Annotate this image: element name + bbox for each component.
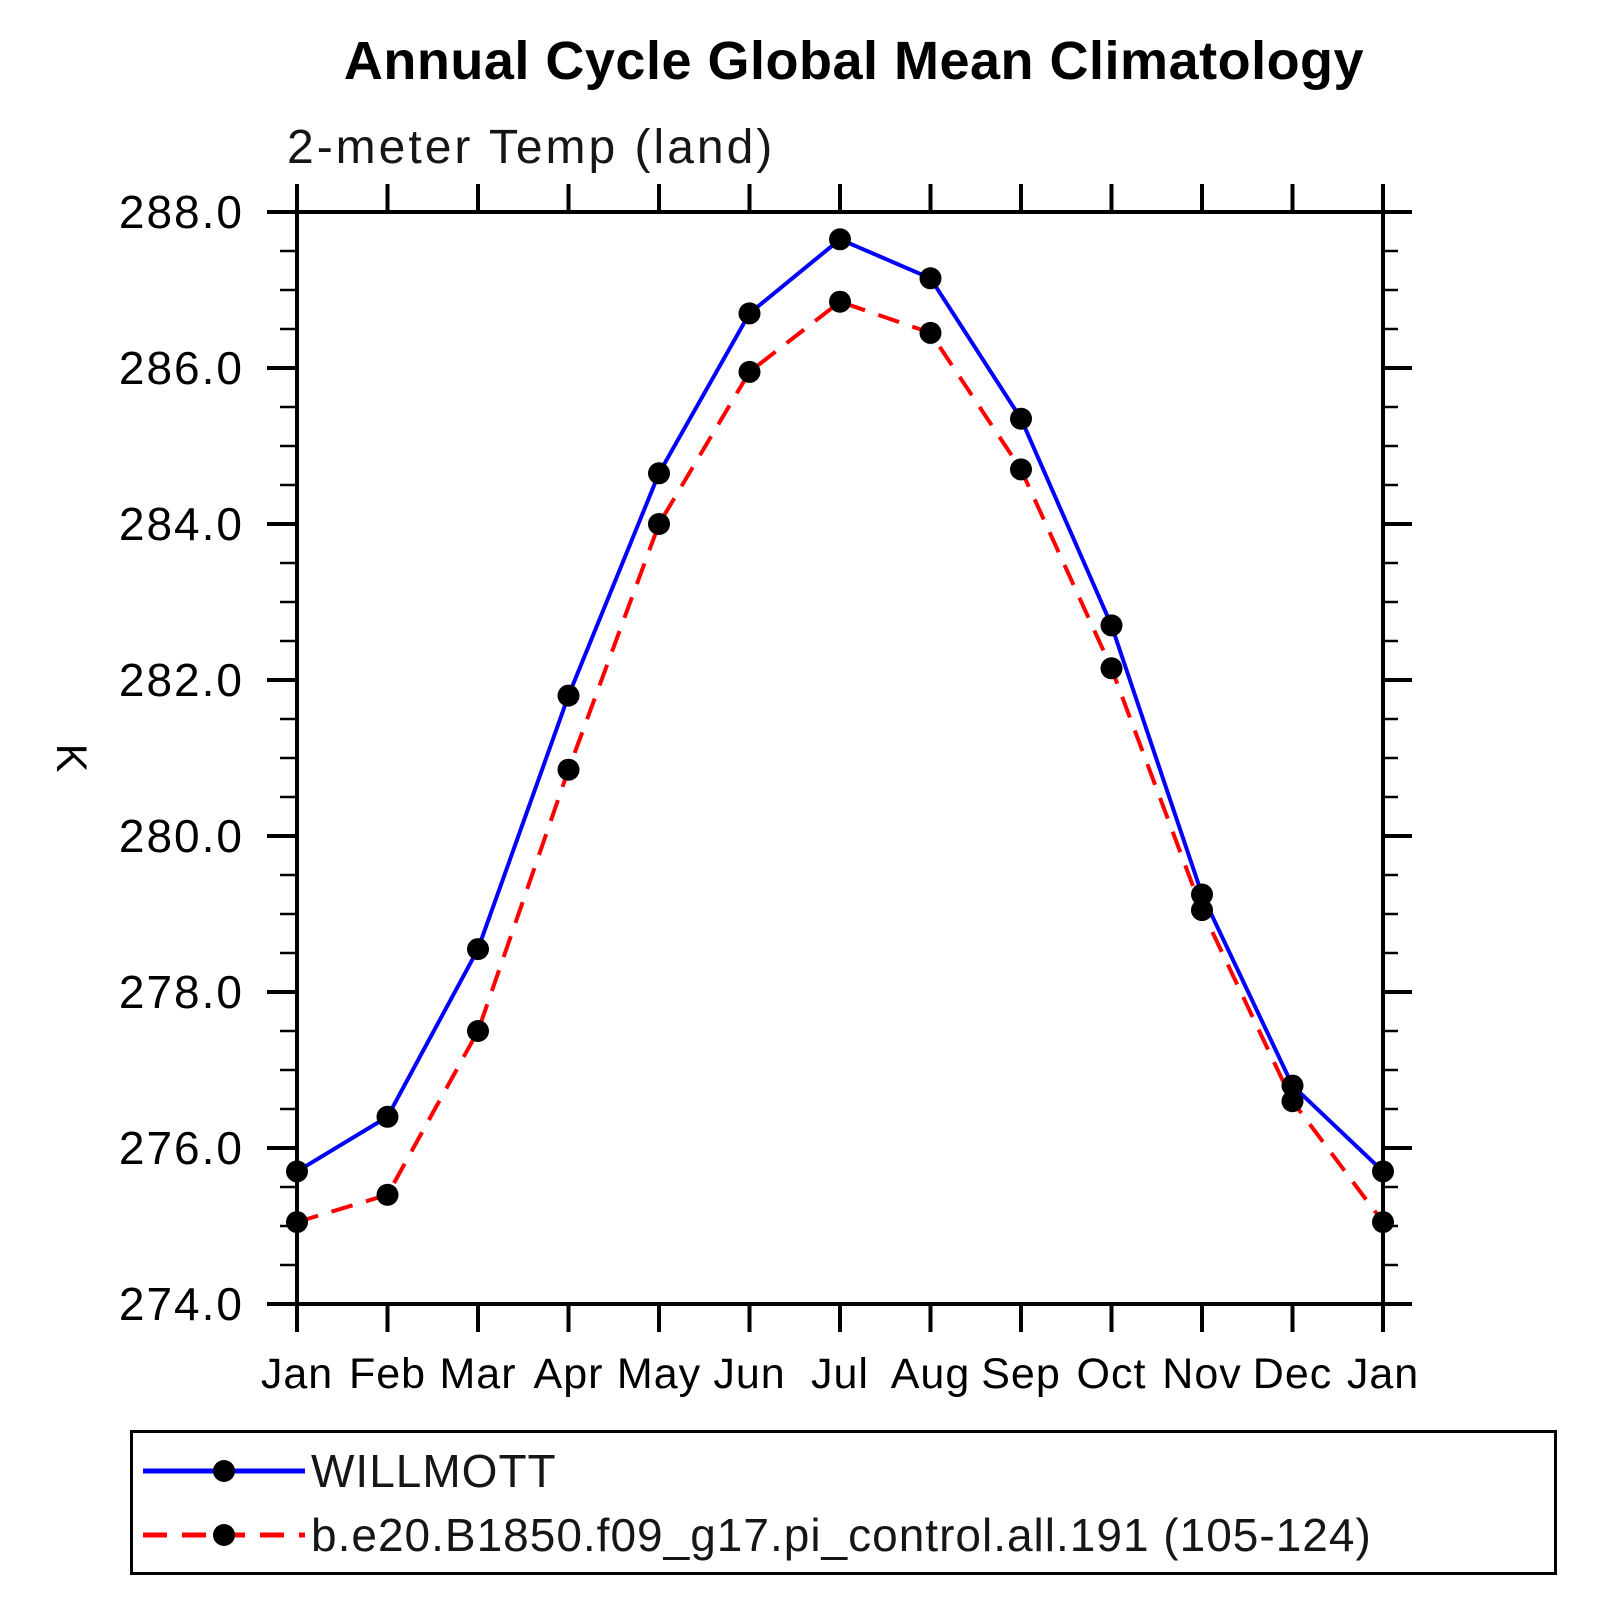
data-point-marker <box>738 302 761 325</box>
series-line-0 <box>295 237 1385 1174</box>
y-tick-label: 282.0 <box>119 654 244 706</box>
y-tick-label: 288.0 <box>119 186 244 238</box>
y-tick-label: 274.0 <box>119 1278 244 1330</box>
legend-line-sample <box>143 1460 305 1482</box>
data-point-marker <box>557 684 580 707</box>
x-tick-label: Dec <box>1253 1350 1332 1398</box>
data-point-marker <box>1010 458 1032 481</box>
x-tick-label: Jul <box>811 1350 869 1398</box>
data-point-marker <box>1100 614 1123 637</box>
plot-frame <box>295 210 1385 1306</box>
data-point-marker <box>648 513 670 535</box>
data-point-marker <box>1281 1074 1304 1097</box>
x-tick-label: Apr <box>534 1350 604 1398</box>
legend-item-1: b.e20.B1850.f09_g17.pi_control.all.191 (… <box>139 1509 1372 1561</box>
x-tick-label: Oct <box>1077 1350 1147 1398</box>
data-point-marker <box>376 1183 399 1206</box>
data-point-marker <box>738 360 761 383</box>
data-point-marker <box>1100 657 1123 680</box>
x-tick-label: Feb <box>349 1350 426 1398</box>
data-point-marker <box>286 1160 308 1183</box>
legend-box: WILLMOTT b.e20.B1850.f09_g17.pi_control.a… <box>130 1430 1557 1575</box>
x-tick-label: May <box>617 1350 701 1398</box>
y-tick-label: 280.0 <box>119 810 244 862</box>
y-tick-label: 284.0 <box>119 498 244 550</box>
data-point-marker <box>1010 407 1032 430</box>
legend-line-sample <box>143 1524 305 1546</box>
x-tick-label: Nov <box>1162 1350 1241 1398</box>
x-tick-label: Jan <box>1347 1350 1419 1398</box>
y-tick-label: 278.0 <box>119 966 244 1018</box>
data-point-marker <box>286 1211 308 1234</box>
data-point-marker <box>919 267 942 290</box>
data-point-marker <box>467 1020 489 1042</box>
x-tick-label: Aug <box>891 1350 971 1398</box>
legend-label-0: WILLMOTT <box>311 1445 557 1497</box>
data-point-marker <box>467 938 489 961</box>
legend-label-1: b.e20.B1850.f09_g17.pi_control.all.191 (… <box>311 1509 1372 1561</box>
data-point-marker <box>1372 1160 1394 1183</box>
legend-marker-icon <box>213 1460 235 1482</box>
series-line-1 <box>296 299 1385 1225</box>
x-tick-label: Jan <box>261 1350 333 1398</box>
data-point-marker <box>829 290 851 313</box>
x-tick-label: Jun <box>713 1350 785 1398</box>
y-axis-label: K <box>47 744 95 773</box>
data-point-marker <box>1281 1090 1304 1113</box>
data-point-marker <box>829 228 851 251</box>
x-tick-label: Sep <box>981 1350 1061 1398</box>
x-tick-label: Mar <box>439 1350 516 1398</box>
data-point-marker <box>1191 883 1213 906</box>
data-point-marker <box>557 758 580 781</box>
data-point-marker <box>1191 899 1213 922</box>
data-point-marker <box>1372 1211 1394 1234</box>
y-tick-label: 276.0 <box>119 1122 244 1174</box>
chart-subtitle: 2-meter Temp (land) <box>287 121 776 174</box>
y-tick-label: 286.0 <box>119 342 244 394</box>
legend-marker-icon <box>213 1524 235 1546</box>
data-point-marker <box>648 462 670 485</box>
legend-item-0: WILLMOTT <box>139 1445 557 1497</box>
chart-title: Annual Cycle Global Mean Climatology <box>343 31 1365 91</box>
data-point-marker <box>376 1105 399 1128</box>
data-point-marker <box>919 321 942 344</box>
